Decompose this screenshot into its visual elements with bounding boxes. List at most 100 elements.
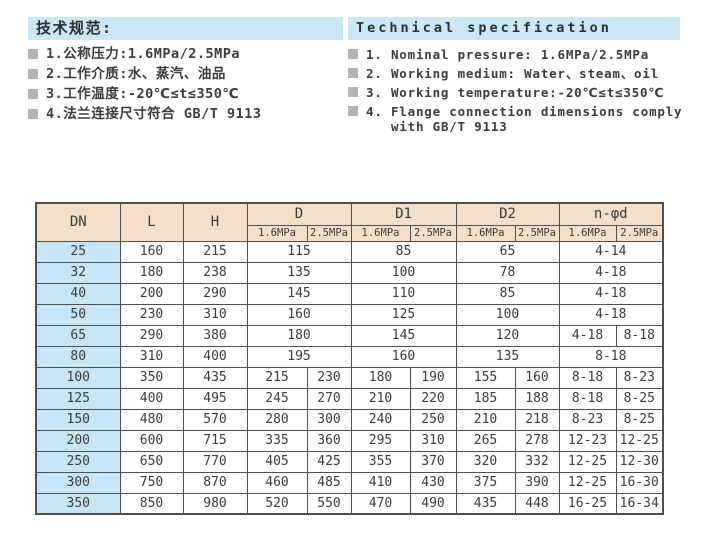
spec-title-english: Technical specification — [348, 17, 680, 40]
cell-d2-25mpa: 218 — [514, 408, 560, 431]
cell-l: 180 — [119, 261, 184, 284]
cell-d1-16mpa: 180 — [350, 366, 411, 389]
cell-d2: 85 — [455, 282, 560, 305]
cell-l: 200 — [119, 282, 184, 305]
table-subheader-row: 1.6MPa 2.5MPa 1.6MPa 2.5MPa 1.6MPa 2.5MPa 1.6M… — [36, 224, 664, 242]
spec-item: 3. Working temperature:-20℃≤t≤350℃ — [348, 85, 719, 100]
cell-d-16mpa: 520 — [246, 492, 308, 515]
cell-dn: 65 — [35, 324, 121, 347]
cell-nd: 4-18 — [558, 303, 664, 326]
cell-dn: 100 — [35, 366, 121, 389]
cell-d-25mpa: 425 — [306, 450, 352, 473]
table-row: 125 400 495 245 270 210 220 185 188 8-18 8-25 — [35, 387, 664, 410]
cell-d1: 125 — [350, 303, 457, 326]
cell-dn: 25 — [35, 240, 121, 263]
cell-d2-16mpa: 185 — [455, 387, 516, 410]
cell-d1-16mpa: 410 — [350, 471, 411, 494]
cell-d: 195 — [246, 345, 352, 368]
col-subheader-3-0: 1.6MPa — [558, 224, 617, 242]
cell-l: 400 — [119, 387, 184, 410]
cell-d-16mpa: 335 — [246, 429, 308, 452]
table-row: 25 160 215 115 85 65 4-14 — [35, 240, 664, 263]
cell-l: 230 — [119, 303, 184, 326]
cell-d1: 110 — [350, 282, 457, 305]
cell-d2: 135 — [455, 345, 560, 368]
cell-d-25mpa: 230 — [306, 366, 352, 389]
table-row: 40 200 290 145 110 85 4-18 — [35, 282, 664, 305]
cell-d2-25mpa: 278 — [514, 429, 560, 452]
cell-d-25mpa: 300 — [306, 408, 352, 431]
square-bullet-icon — [28, 49, 38, 59]
cell-d1-16mpa: 295 — [350, 429, 411, 452]
spec-item-text: 3.工作温度:-20℃≤t≤350℃ — [46, 86, 240, 102]
cell-d-25mpa: 485 — [306, 471, 352, 494]
cell-h: 435 — [182, 366, 248, 389]
spec-list-english: 1. Nominal pressure: 1.6MPa/2.5MPa 2. Wor… — [348, 47, 719, 134]
cell-h: 290 — [182, 282, 248, 305]
cell-h: 238 — [182, 261, 248, 284]
cell-nd-25mpa: 8-25 — [615, 387, 664, 410]
cell-h: 380 — [182, 324, 248, 347]
table-row: 100 350 435 215 230 180 190 155 160 8-18 8-23 — [35, 366, 664, 389]
cell-nd-25mpa: 8-25 — [615, 408, 664, 431]
col-header-group-2: D2 — [455, 202, 560, 226]
cell-nd: 4-18 — [558, 282, 664, 305]
cell-dn: 80 — [35, 345, 121, 368]
table-row: 80 310 400 195 160 135 8-18 — [35, 345, 664, 368]
col-subheader-2-1: 2.5MPa — [514, 224, 560, 242]
cell-l: 600 — [119, 429, 184, 452]
col-subheader-2-0: 1.6MPa — [455, 224, 516, 242]
col-subheader-0-0: 1.6MPa — [246, 224, 308, 242]
cell-dn: 32 — [35, 261, 121, 284]
cell-nd-25mpa: 16-30 — [615, 471, 664, 494]
spec-item: 3.工作温度:-20℃≤t≤350℃ — [28, 87, 344, 102]
cell-d: 115 — [246, 240, 352, 263]
cell-dn: 150 — [35, 408, 121, 431]
cell-h: 870 — [182, 471, 248, 494]
cell-nd-16mpa: 12-25 — [558, 450, 617, 473]
cell-h: 980 — [182, 492, 248, 515]
spec-item: 2.工作介质:水、蒸汽、油品 — [28, 67, 344, 82]
cell-d2-16mpa: 210 — [455, 408, 516, 431]
cell-dn: 125 — [35, 387, 121, 410]
cell-nd-25mpa: 12-30 — [615, 450, 664, 473]
cell-h: 495 — [182, 387, 248, 410]
cell-dn: 250 — [35, 450, 121, 473]
square-bullet-icon — [348, 87, 358, 97]
table-head: DN L H D D1 D2 n-φd 1.6MPa 2.5MPa 1.6MPa 2.5MPa 1.6… — [35, 202, 664, 242]
cell-h: 715 — [182, 429, 248, 452]
cell-nd-16mpa: 4-18 — [558, 324, 617, 347]
cell-d2: 100 — [455, 303, 560, 326]
cell-d-25mpa: 270 — [306, 387, 352, 410]
square-bullet-icon — [28, 89, 38, 99]
cell-d1: 100 — [350, 261, 457, 284]
col-header-dn: DN — [35, 202, 121, 242]
square-bullet-icon — [348, 49, 358, 59]
spec-item-text: 4. Flange connection dimensions comply w… — [366, 104, 683, 134]
cell-d1-25mpa: 310 — [409, 429, 457, 452]
cell-l: 650 — [119, 450, 184, 473]
table-row: 250 650 770 405 425 355 370 320 332 12-25 12-30 — [35, 450, 664, 473]
cell-d1: 160 — [350, 345, 457, 368]
cell-nd: 8-18 — [558, 345, 664, 368]
spec-item-text: 1. Nominal pressure: 1.6MPa/2.5MPa — [366, 47, 650, 62]
cell-h: 310 — [182, 303, 248, 326]
cell-dn: 350 — [35, 492, 121, 515]
cell-d-16mpa: 245 — [246, 387, 308, 410]
cell-l: 480 — [119, 408, 184, 431]
cell-d: 135 — [246, 261, 352, 284]
cell-h: 570 — [182, 408, 248, 431]
table-row: 65 290 380 180 145 120 4-18 8-18 — [35, 324, 664, 347]
spec-item-text: 4.法兰连接尺寸符合 GB/T 9113 — [46, 106, 262, 122]
spec-item-text: 2. Working medium: Water、steam、oil — [366, 66, 660, 81]
cell-d2-16mpa: 155 — [455, 366, 516, 389]
table-header-row: DN L H D D1 D2 n-φd — [35, 202, 664, 242]
cell-d-25mpa: 360 — [306, 429, 352, 452]
spec-item-text: 1.公称压力:1.6MPa/2.5MPa — [46, 46, 241, 62]
cell-nd-16mpa: 12-23 — [558, 429, 617, 452]
table-body: 25 160 215 115 85 65 4-14 32 180 238 135 100 78 4-18 4… — [35, 240, 664, 515]
cell-d-16mpa: 215 — [246, 366, 308, 389]
table-row: 350 850 980 520 550 470 490 435 448 16-25 16-34 — [35, 492, 664, 515]
table-row: 300 750 870 460 485 410 430 375 390 12-25 16-30 — [35, 471, 664, 494]
cell-d: 180 — [246, 324, 352, 347]
